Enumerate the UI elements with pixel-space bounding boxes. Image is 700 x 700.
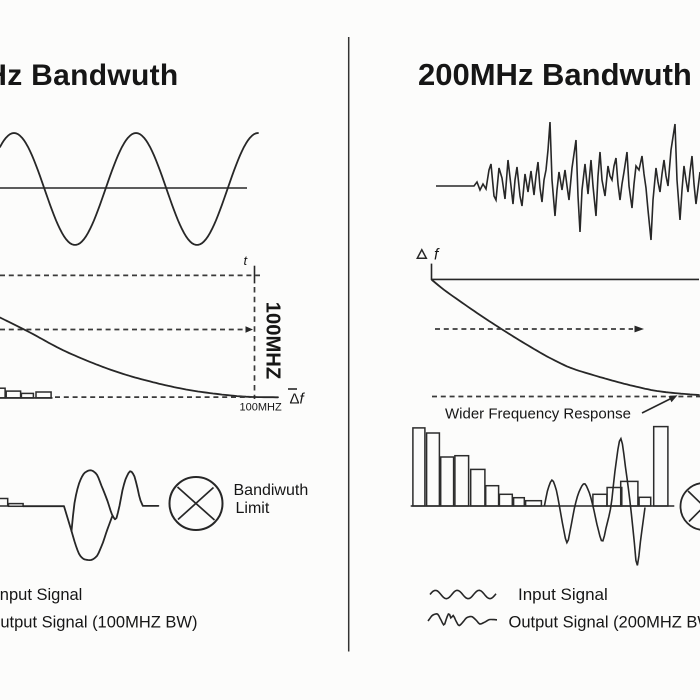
svg-text:Output Signal (200MHZ BW): Output Signal (200MHZ BW)	[509, 614, 700, 632]
svg-text:100MHz Bandwuth: 100MHz Bandwuth	[0, 59, 179, 92]
svg-text:Δf: Δf	[290, 391, 306, 408]
svg-text:t: t	[244, 253, 249, 268]
svg-text:f: f	[434, 247, 440, 264]
svg-text:100MHZ: 100MHZ	[262, 302, 284, 379]
svg-text:100MHZ: 100MHZ	[240, 402, 282, 414]
svg-text:Input Signal: Input Signal	[518, 585, 608, 604]
svg-text:Input Signal: Input Signal	[0, 586, 82, 604]
svg-text:Limit: Limit	[236, 500, 270, 517]
svg-text:Bandiwuth: Bandiwuth	[234, 482, 309, 499]
svg-text:200MHz Bandwuth: 200MHz Bandwuth	[418, 57, 692, 92]
svg-text:Output Signal (100MHZ BW): Output Signal (100MHZ BW)	[0, 614, 198, 632]
svg-text:Wider Frequency Response: Wider Frequency Response	[445, 406, 631, 423]
